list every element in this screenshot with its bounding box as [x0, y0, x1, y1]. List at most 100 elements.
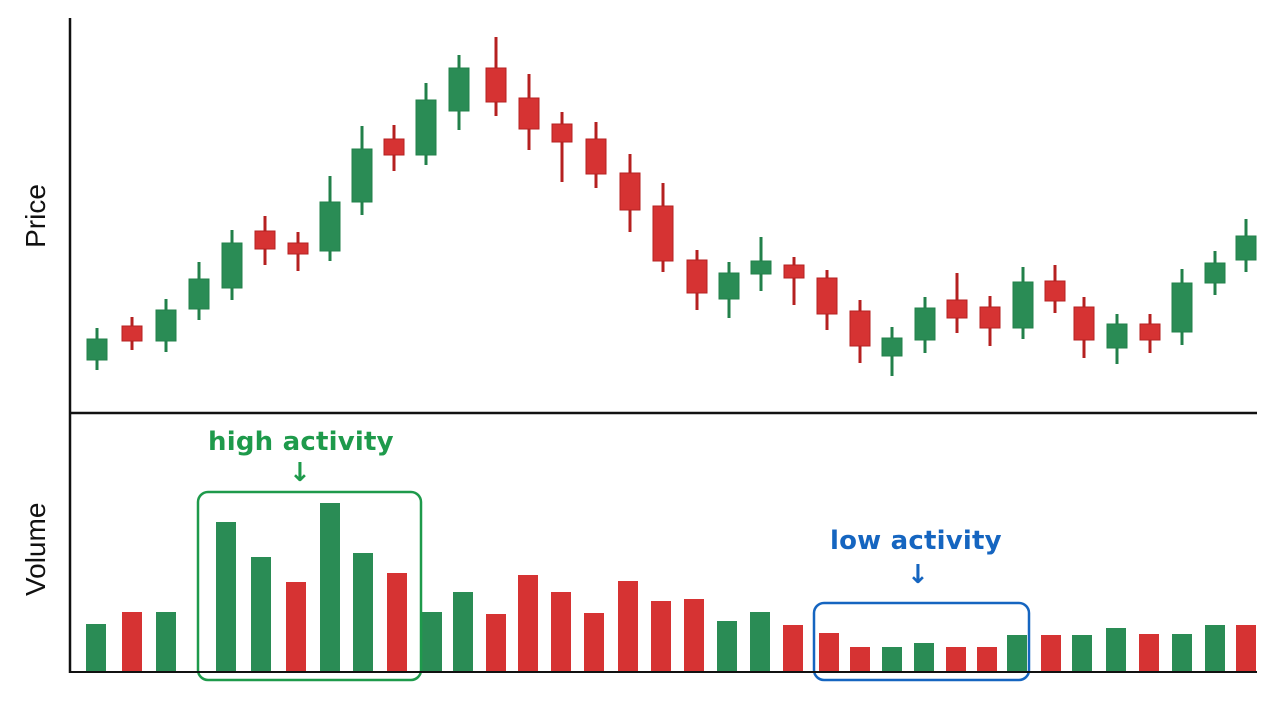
- volume-bar: [1172, 634, 1192, 672]
- candle-body: [1204, 262, 1226, 284]
- volume-bar: [819, 633, 839, 672]
- volume-bar: [684, 599, 704, 672]
- volume-bar: [387, 573, 407, 672]
- candle: [686, 250, 708, 310]
- candle: [946, 273, 968, 333]
- candle: [718, 262, 740, 318]
- candle: [1012, 267, 1034, 339]
- high-activity-box: [196, 490, 423, 682]
- candle-body: [783, 264, 805, 279]
- volume-bar: [1205, 625, 1225, 672]
- candle: [287, 232, 309, 271]
- candle-body: [319, 201, 341, 252]
- volume-bar: [286, 582, 306, 672]
- volume-bar: [156, 612, 176, 672]
- candle: [415, 83, 437, 165]
- price-candles: [86, 37, 1257, 376]
- candle: [914, 297, 936, 353]
- candle-body: [1139, 323, 1161, 341]
- candle: [319, 176, 341, 261]
- volume-bar: [1106, 628, 1126, 672]
- volume-bar: [1041, 635, 1061, 672]
- volume-bar: [1236, 625, 1256, 672]
- volume-bar: [717, 621, 737, 672]
- candle: [518, 74, 540, 150]
- candle-body: [485, 67, 507, 103]
- candle-body: [979, 306, 1001, 329]
- candle: [1073, 297, 1095, 358]
- candle-body: [383, 138, 405, 156]
- low-activity-annotation: low activity: [830, 526, 1002, 556]
- candle-body: [155, 309, 177, 342]
- candle-body: [221, 242, 243, 289]
- volume-bar: [750, 612, 770, 672]
- candle-body: [686, 259, 708, 294]
- low-activity-box: [812, 601, 1031, 682]
- candle: [221, 230, 243, 300]
- volume-bar: [216, 522, 236, 672]
- candle-body: [849, 310, 871, 347]
- volume-bar: [122, 612, 142, 672]
- volume-bar: [651, 601, 671, 672]
- volume-bar: [618, 581, 638, 672]
- candle-body: [448, 67, 470, 112]
- candle-body: [1106, 323, 1128, 349]
- candle: [652, 183, 674, 272]
- candle: [155, 299, 177, 352]
- volume-bars: [86, 503, 1256, 672]
- candle: [816, 270, 838, 330]
- candle: [783, 257, 805, 305]
- volume-bar: [518, 575, 538, 672]
- candle-body: [86, 338, 108, 361]
- volume-bar: [977, 647, 997, 672]
- candle-body: [351, 148, 373, 203]
- volume-bar: [882, 647, 902, 672]
- candle: [979, 296, 1001, 346]
- candle: [551, 112, 573, 182]
- candle-body: [652, 205, 674, 262]
- candle-body: [816, 277, 838, 315]
- price-axis-label: Price: [20, 184, 51, 248]
- volume-bar: [453, 592, 473, 672]
- candle: [619, 154, 641, 232]
- candle-body: [121, 325, 143, 342]
- volume-axis-label: Volume: [20, 502, 51, 596]
- volume-bar: [422, 612, 442, 672]
- candle-body: [1012, 281, 1034, 329]
- candle-body: [718, 272, 740, 300]
- candle-body: [914, 307, 936, 341]
- candle-body: [619, 172, 641, 211]
- candle-body: [415, 99, 437, 156]
- high-activity-arrow-icon: ↓: [289, 458, 311, 488]
- candle-body: [254, 230, 276, 250]
- volume-bar: [783, 625, 803, 672]
- candle: [485, 37, 507, 116]
- candle-body: [750, 260, 772, 275]
- candle: [121, 317, 143, 350]
- high-activity-annotation: high activity: [208, 427, 394, 457]
- candle: [448, 55, 470, 130]
- candle-body: [1073, 306, 1095, 341]
- volume-bar: [551, 592, 571, 672]
- volume-bar: [850, 647, 870, 672]
- candle: [1044, 265, 1066, 313]
- volume-bar: [1072, 635, 1092, 672]
- candle: [585, 122, 607, 188]
- candle-body: [1044, 280, 1066, 302]
- candle: [750, 237, 772, 291]
- candle-body: [1235, 235, 1257, 261]
- candle: [1171, 269, 1193, 345]
- candle: [849, 300, 871, 363]
- candle: [383, 125, 405, 171]
- volume-bar: [584, 613, 604, 672]
- candle-body: [585, 138, 607, 175]
- volume-bar: [946, 647, 966, 672]
- volume-bar: [1139, 634, 1159, 672]
- candle-body: [287, 242, 309, 255]
- candle-body: [518, 97, 540, 130]
- volume-bar: [86, 624, 106, 672]
- volume-bar: [1007, 635, 1027, 672]
- candle: [254, 216, 276, 265]
- candle: [1204, 251, 1226, 295]
- candle-body: [188, 278, 210, 310]
